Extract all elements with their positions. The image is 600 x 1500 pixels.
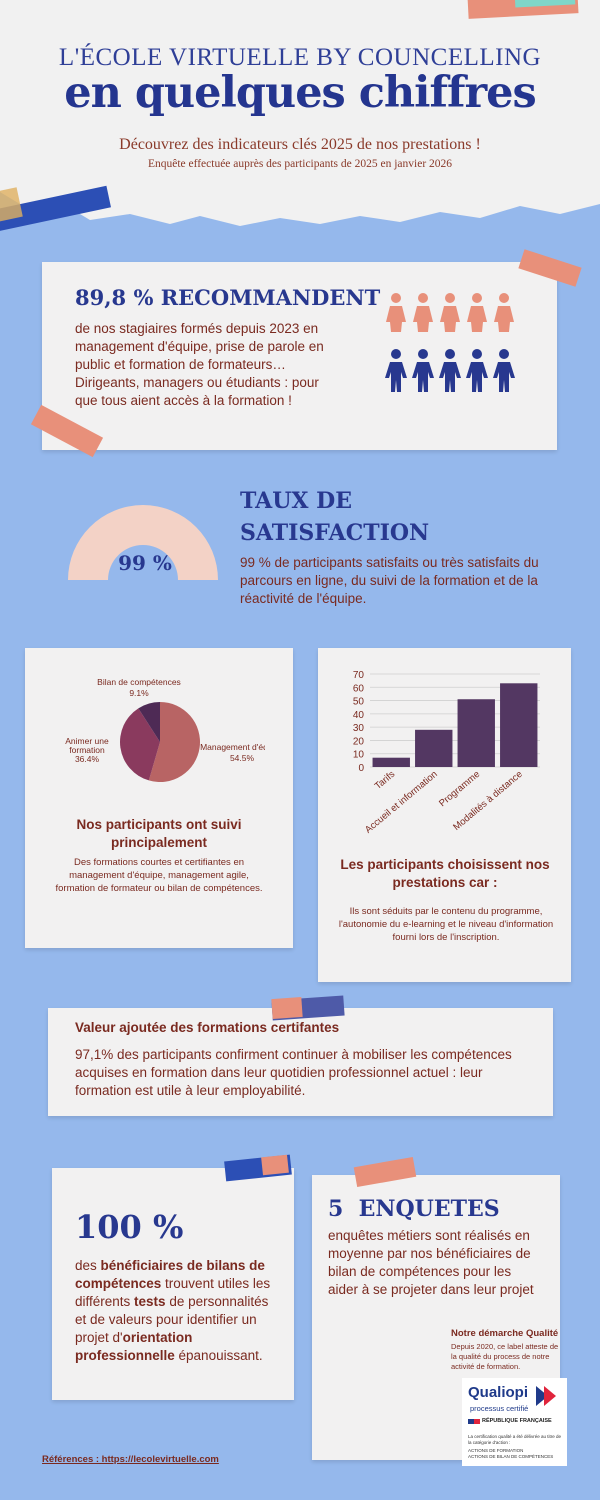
survey-note: Enquête effectuée auprès des participant… bbox=[147, 158, 453, 170]
y-tick-label: 20 bbox=[353, 736, 365, 747]
people-group-icon bbox=[385, 293, 515, 392]
quality-text: Depuis 2020, ce label atteste de la qual… bbox=[451, 1342, 559, 1371]
y-tick-label: 30 bbox=[353, 723, 365, 734]
enquetes-text: enquêtes métiers sont réalisés en moyenn… bbox=[328, 1228, 534, 1297]
pie-slice-bilan bbox=[138, 702, 160, 742]
pie-card-text: Des formations courtes et certifiantes e… bbox=[55, 857, 263, 894]
y-tick-label: 10 bbox=[353, 750, 365, 761]
hundred-card bbox=[52, 1168, 294, 1400]
recommend-heading: 89,8 % RECOMMANDENT bbox=[75, 285, 381, 310]
qualiopi-sub: processus certifié bbox=[470, 1404, 529, 1413]
republique-label: RÉPUBLIQUE FRANÇAISE bbox=[482, 1418, 552, 1424]
pie-chart: Bilan de compétences 9.1% Animer une for… bbox=[65, 677, 265, 782]
page-title-line2: en quelques chiffres bbox=[64, 68, 536, 118]
y-tick-label: 60 bbox=[353, 683, 365, 694]
hundred-value: 100 % bbox=[75, 1208, 184, 1246]
quality-fine-3: ACTIONS DE BILAN DE COMPÉTENCES bbox=[468, 1454, 554, 1459]
recommend-card bbox=[42, 262, 557, 450]
pie-slice-animer bbox=[120, 708, 160, 781]
pie-label-animer-2: formation bbox=[69, 745, 105, 755]
page-title-line1: L'ÉCOLE VIRTUELLE BY COUNCELLING bbox=[58, 44, 542, 71]
qualiopi-name: Qualiopi bbox=[468, 1384, 528, 1401]
hundred-text-part: des bbox=[75, 1258, 101, 1273]
hundred-text-part: épanouissant. bbox=[174, 1348, 263, 1363]
quality-heading: Notre démarche Qualité bbox=[451, 1328, 559, 1339]
hundred-text-bold: orientation professionnelle bbox=[75, 1330, 193, 1363]
y-tick-label: 40 bbox=[353, 710, 365, 721]
bar-card-text: Ils sont séduits par le contenu du progr… bbox=[338, 906, 554, 943]
quality-fine-1: La certification qualité a été délivrée … bbox=[468, 1434, 562, 1445]
tape-decoration bbox=[261, 1154, 289, 1176]
pie-card-heading: Nos participants ont suivi principalemen… bbox=[76, 817, 242, 850]
y-tick-label: 70 bbox=[353, 670, 365, 681]
bar bbox=[415, 729, 453, 767]
qualiopi-logo: Qualiopi processus certifié RÉPUBLIQUE F… bbox=[462, 1378, 567, 1466]
pie-label-bilan: Bilan de compétences bbox=[97, 677, 181, 687]
y-tick-label: 0 bbox=[358, 763, 364, 774]
hundred-text: des bénéficiaires de bilans de compétenc… bbox=[75, 1257, 275, 1365]
bar bbox=[372, 757, 410, 767]
certif-text: 97,1% des participants confirment contin… bbox=[75, 1047, 512, 1098]
satisfaction-heading-line2: SATISFACTION bbox=[240, 520, 430, 546]
pie-slice-management bbox=[148, 702, 200, 782]
hundred-text-part: trouvent utiles les différents bbox=[75, 1276, 271, 1309]
bar bbox=[457, 699, 495, 767]
pie-pct-animer: 36.4% bbox=[75, 754, 100, 764]
flag-icon bbox=[468, 1419, 474, 1424]
certif-heading: Valeur ajoutée des formations certifante… bbox=[75, 1020, 340, 1035]
x-tick-label: Accueil et information bbox=[363, 769, 440, 836]
flag-icon bbox=[474, 1419, 480, 1424]
hundred-text-part: de personnalités et de valeurs pour iden… bbox=[75, 1294, 269, 1345]
pie-pct-bilan: 9.1% bbox=[129, 688, 149, 698]
hundred-text-bold: tests bbox=[134, 1294, 166, 1309]
page-subtitle: Découvrez des indicateurs clés 2025 de n… bbox=[119, 136, 481, 153]
quality-fine-2: ACTIONS DE FORMATION bbox=[468, 1448, 524, 1453]
satisfaction-heading-line1: TAUX DE bbox=[240, 488, 352, 514]
certif-card bbox=[48, 1008, 553, 1116]
hundred-text-bold: bénéficiaires de bilans de compétences bbox=[75, 1258, 265, 1291]
x-tick-label: Tarifs bbox=[373, 769, 398, 792]
satisfaction-text: 99 % de participants satisfaits ou très … bbox=[240, 555, 539, 606]
pie-pct-management: 54.5% bbox=[230, 753, 255, 763]
pie-card bbox=[25, 648, 293, 948]
satisfaction-gauge bbox=[68, 505, 218, 580]
gauge-value: 99 % bbox=[118, 551, 172, 575]
pie-label-management: Management d'équipe bbox=[200, 742, 265, 752]
reference-link[interactable]: Références : https://lecolevirtuelle.com bbox=[42, 1454, 219, 1465]
pie-label-animer-1: Animer une bbox=[65, 736, 109, 746]
bar-card-heading: Les participants choisissent nos prestat… bbox=[340, 857, 550, 890]
enquetes-heading: 5 ENQUETES bbox=[328, 1196, 500, 1222]
recommend-text: de nos stagiaires formés depuis 2023 en … bbox=[75, 321, 324, 408]
tape-decoration bbox=[271, 996, 303, 1020]
qualiopi-arrow-icon bbox=[536, 1386, 556, 1406]
bar bbox=[500, 683, 538, 767]
y-tick-label: 50 bbox=[353, 697, 365, 708]
